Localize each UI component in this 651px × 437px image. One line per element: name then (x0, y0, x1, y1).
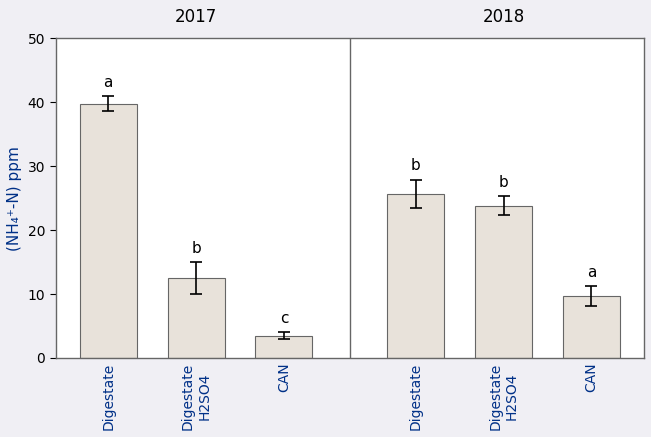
Text: 2017: 2017 (175, 7, 217, 26)
Text: a: a (104, 75, 113, 90)
Bar (475, 206, 532, 358)
Text: b: b (411, 158, 421, 173)
Bar (255, 336, 312, 358)
Y-axis label: (NH₄⁺-N) ppm: (NH₄⁺-N) ppm (7, 146, 22, 250)
Bar (167, 278, 225, 358)
Bar (387, 194, 444, 358)
Text: b: b (499, 175, 508, 190)
Bar (563, 296, 620, 358)
Text: b: b (191, 241, 201, 256)
Bar (79, 104, 137, 358)
Text: a: a (587, 265, 596, 280)
Text: 2018: 2018 (482, 7, 525, 26)
Text: c: c (280, 311, 288, 326)
